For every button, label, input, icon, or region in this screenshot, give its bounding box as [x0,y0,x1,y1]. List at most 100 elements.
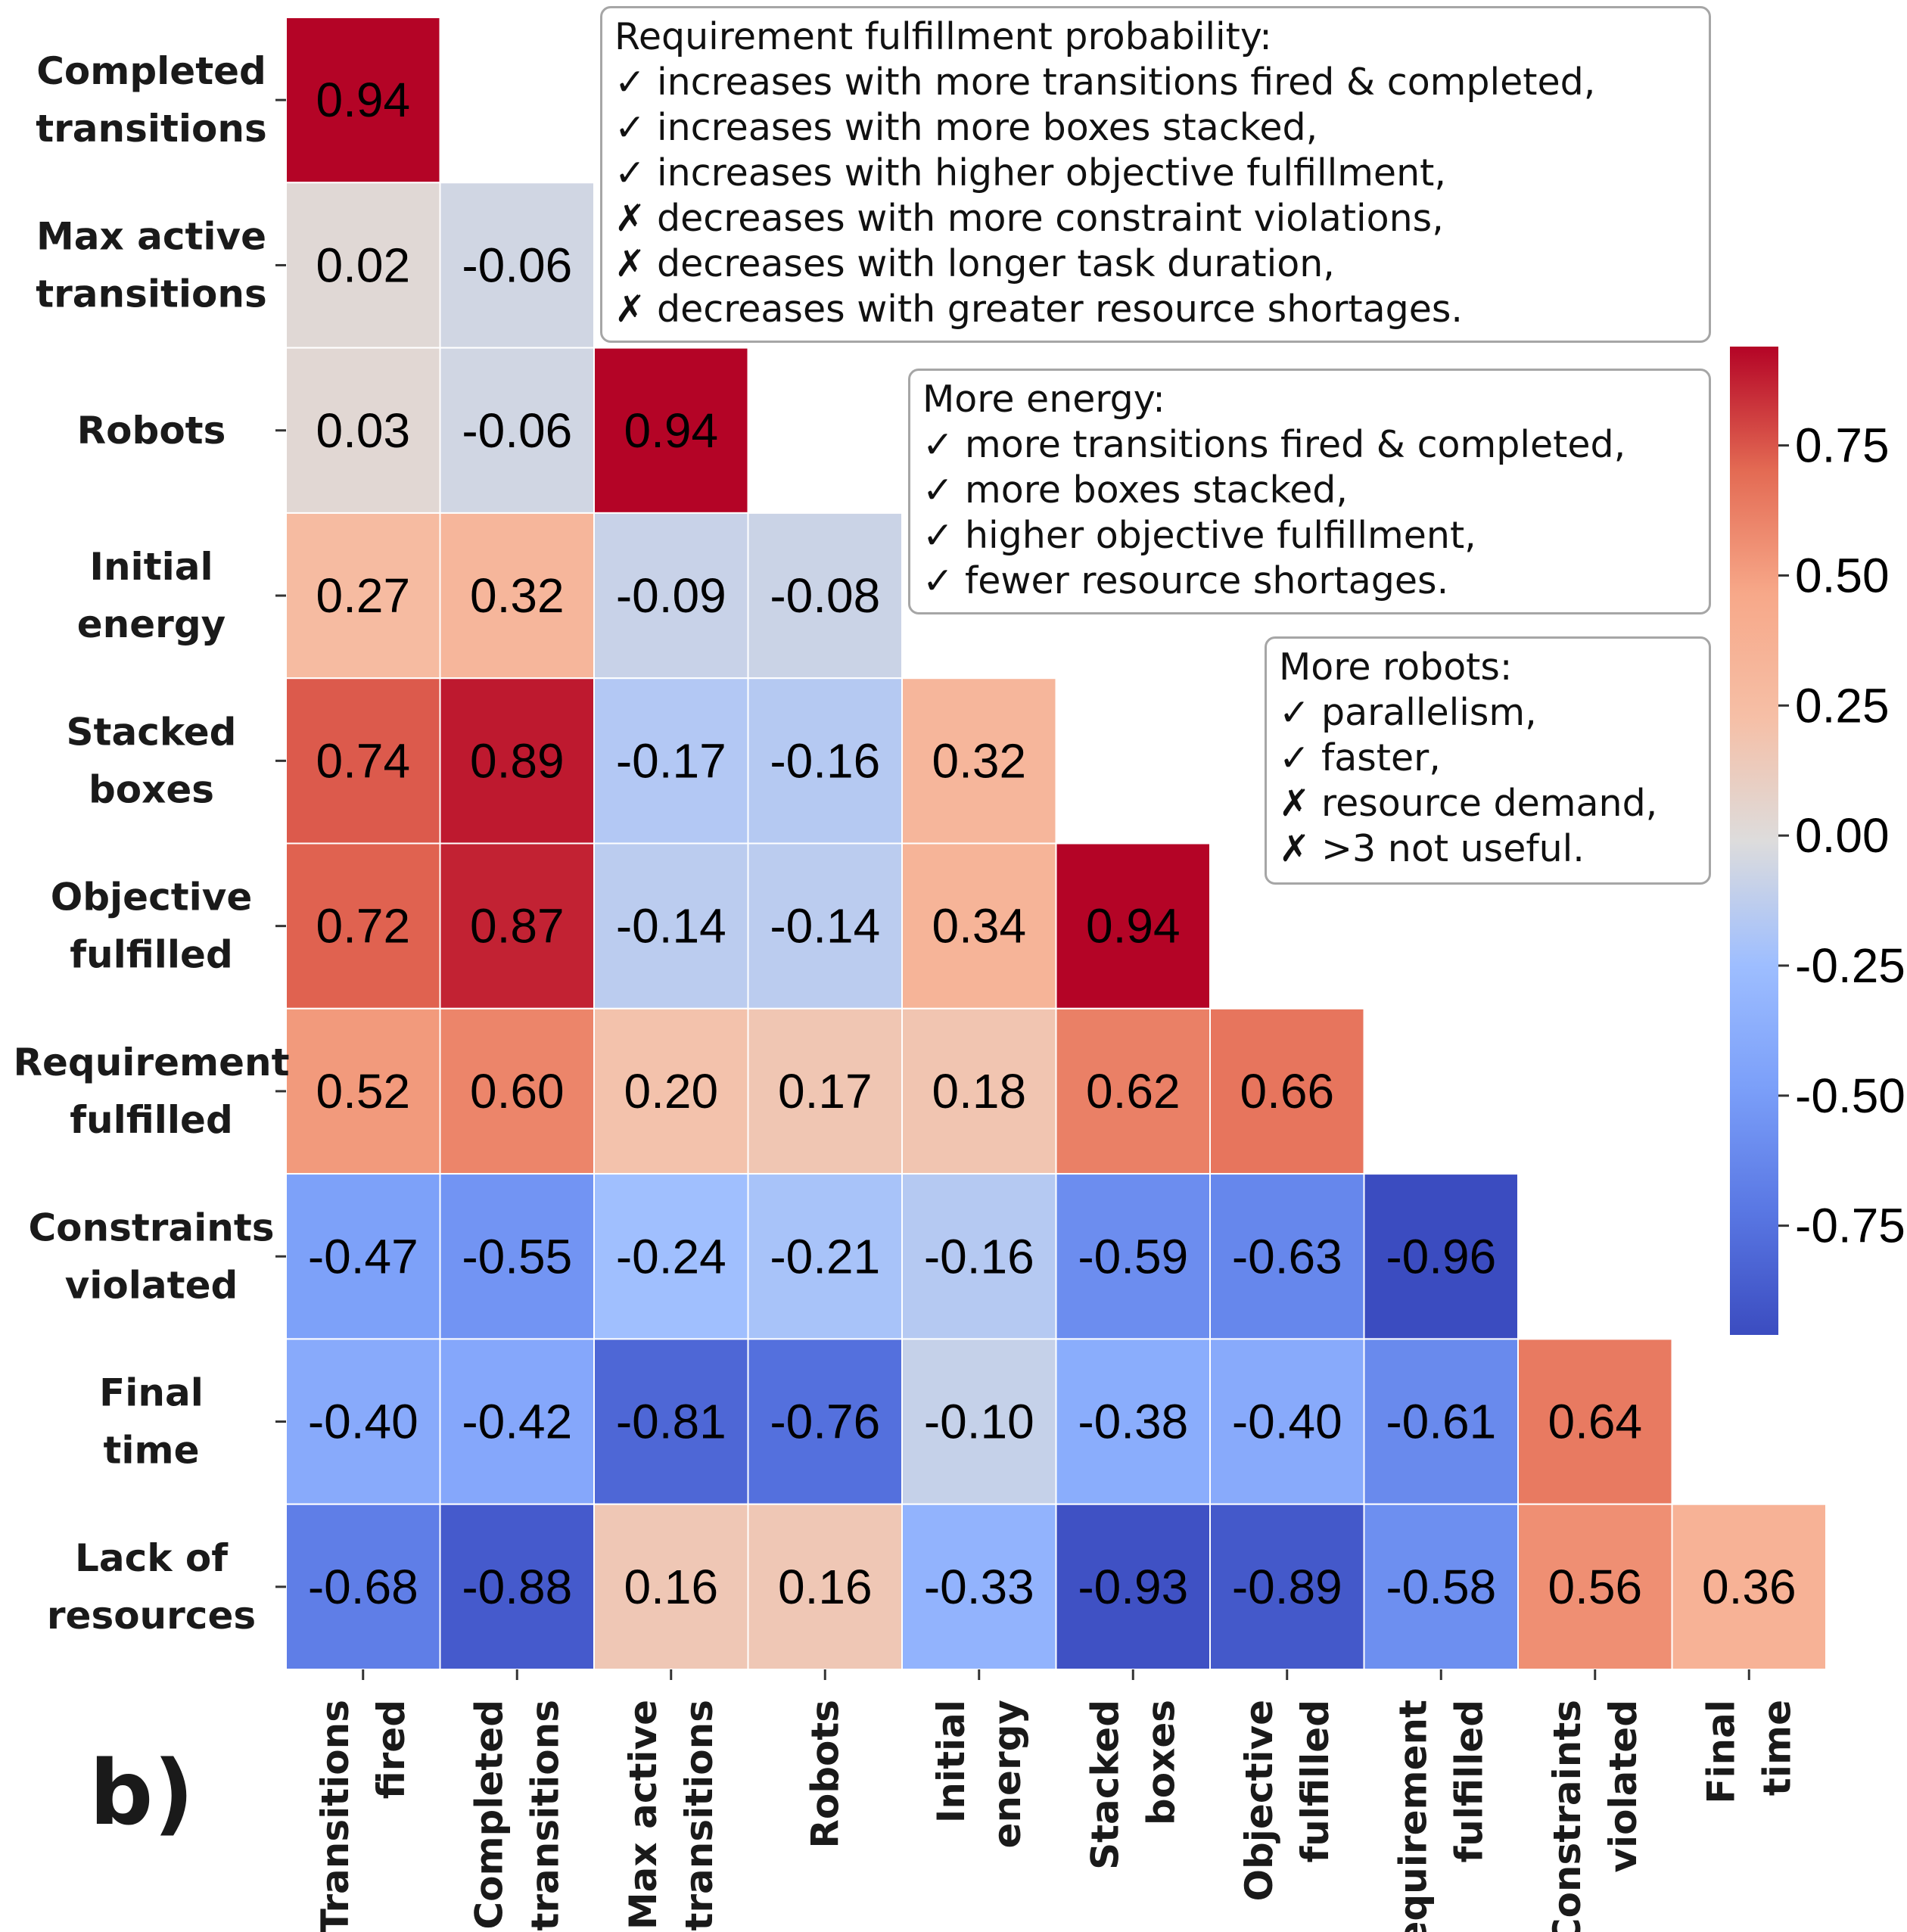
cell-value-label: -0.68 [308,1560,418,1614]
heatmap-cell [1209,1173,1365,1340]
check-mark-icon: ✓ [922,559,954,602]
robots-note-line-text: resource demand, [1321,782,1658,825]
column-label: Requirement [1391,1700,1435,1932]
cell-value-label: 0.16 [624,1560,718,1614]
row-labels: Completed transitions Max active transition… [13,49,289,1638]
cell-value-label: -0.76 [770,1395,880,1449]
cell-value-label: -0.40 [308,1395,418,1449]
column-label: energy [985,1700,1029,1848]
cell-value-label: -0.09 [616,568,726,623]
energy-note-title: More energy: [922,378,1165,421]
heatmap-cell [1209,1007,1365,1175]
cell-value-label: -0.38 [1078,1395,1188,1449]
heatmap-cell [1363,1173,1519,1340]
row-label: transitions [36,272,267,316]
column-label: Constraints [1545,1700,1589,1932]
heatmap-cell [285,1173,441,1340]
heatmap-cell [439,182,595,349]
requirement-note-line: ✗ decreases with longer task duration, [614,241,1697,287]
check-mark-icon: ✓ [1279,736,1311,779]
column-label: Completed [467,1700,511,1930]
cell-value-label: -0.89 [1232,1560,1342,1614]
heatmap-cell [747,842,903,1010]
cell-value-label: -0.61 [1386,1395,1496,1449]
cell-value-label: -0.93 [1078,1560,1188,1614]
robots-note-lines: ✓ parallelism, ✓ faster, ✗ resource demand, ✗ >… [1279,690,1697,872]
heatmap-cell [901,677,1057,845]
cross-mark-icon: ✗ [614,242,646,285]
colorbar-tick-label: -0.50 [1795,1069,1905,1123]
row-label: Initial [89,545,213,589]
heatmap-cell [285,17,441,184]
energy-note-line-text: more boxes stacked, [965,468,1348,512]
cell-value-label: 0.74 [316,733,410,788]
cell-value-label: 0.89 [470,733,565,788]
row-label: Constraints [28,1206,274,1249]
cell-value-label: 0.72 [316,899,410,954]
heatmap-cell [593,1503,749,1670]
cell-value-label: -0.55 [462,1229,572,1283]
heatmap-cells: 0.940.02 -0.060.03 -0.06 0.940.27 0.32 -0.09-… [285,17,1827,1670]
heatmap-cell [285,1503,441,1670]
energy-note-line: ✓ higher objective fulfillment, [922,513,1697,558]
check-mark-icon: ✓ [614,151,646,194]
heatmap-cell [1055,1007,1211,1175]
row-label: fulfilled [70,933,233,977]
cross-mark-icon: ✗ [614,288,646,331]
cell-value-label: 0.60 [470,1064,565,1118]
cell-value-label: 0.64 [1548,1395,1642,1449]
column-label: Transitions [313,1700,357,1932]
heatmap-cell [747,677,903,845]
heatmap-cell [1517,1503,1673,1670]
heatmap-cell [901,1173,1057,1340]
energy-note-line: ✓ fewer resource shortages. [922,558,1697,604]
column-label: Stacked [1083,1700,1127,1870]
requirement-note-line-text: decreases with longer task duration, [657,242,1335,285]
cell-value-label: -0.88 [462,1560,572,1614]
row-label: Objective [51,876,253,919]
requirement-note-line: ✗ decreases with more constraint violatio… [614,196,1697,241]
robots-note-line-text: parallelism, [1321,691,1537,734]
column-label: Final [1699,1700,1743,1804]
check-mark-icon: ✓ [922,423,954,466]
heatmap-cell [1209,1503,1365,1670]
row-label: Lack of [75,1536,229,1580]
column-label: fired [369,1700,413,1799]
cross-mark-icon: ✗ [614,197,646,240]
colorbar-gradient [1730,347,1778,1335]
heatmap-cell [285,1338,441,1505]
cell-value-label: -0.33 [924,1560,1034,1614]
requirement-note-line: ✓ increases with more transitions fired &… [614,60,1697,105]
row-label: transitions [36,107,267,151]
row-label: Robots [77,409,226,453]
cell-value-label: 0.17 [778,1064,873,1118]
cell-value-label: 0.03 [316,403,410,458]
cell-value-label: -0.06 [462,238,572,292]
requirement-note-line: ✓ increases with more boxes stacked, [614,105,1697,151]
requirement-note-lines: ✓ increases with more transitions fired &… [614,60,1697,332]
cell-value-label: -0.14 [770,899,880,954]
requirement-note-line: ✗ decreases with greater resource shortag… [614,287,1697,332]
cell-value-label: -0.10 [924,1395,1034,1449]
energy-note: More energy: ✓ more transitions fired & c… [908,369,1711,614]
cell-value-label: -0.24 [616,1229,726,1283]
heatmap-cell [593,1007,749,1175]
cell-value-label: -0.08 [770,568,880,623]
heatmap-cell [593,1338,749,1505]
check-mark-icon: ✓ [1279,691,1311,734]
column-label: time [1755,1700,1799,1796]
column-label: Max active [621,1700,665,1930]
heatmap-cell [439,1338,595,1505]
heatmap-cell [439,1007,595,1175]
requirement-note-line-text: decreases with greater resource shortage… [657,288,1463,331]
heatmap-cell [747,1338,903,1505]
column-label: fulfilled [1293,1700,1337,1863]
column-label: violated [1601,1700,1645,1873]
check-mark-icon: ✓ [922,468,954,512]
row-label: Requirement [13,1041,289,1084]
row-label: violated [65,1263,238,1307]
cell-value-label: -0.47 [308,1229,418,1283]
heatmap-cell [593,347,749,514]
robots-note: More robots: ✓ parallelism, ✓ faster, ✗ resou… [1265,636,1711,885]
requirement-note-line-text: increases with more boxes stacked, [657,106,1318,149]
